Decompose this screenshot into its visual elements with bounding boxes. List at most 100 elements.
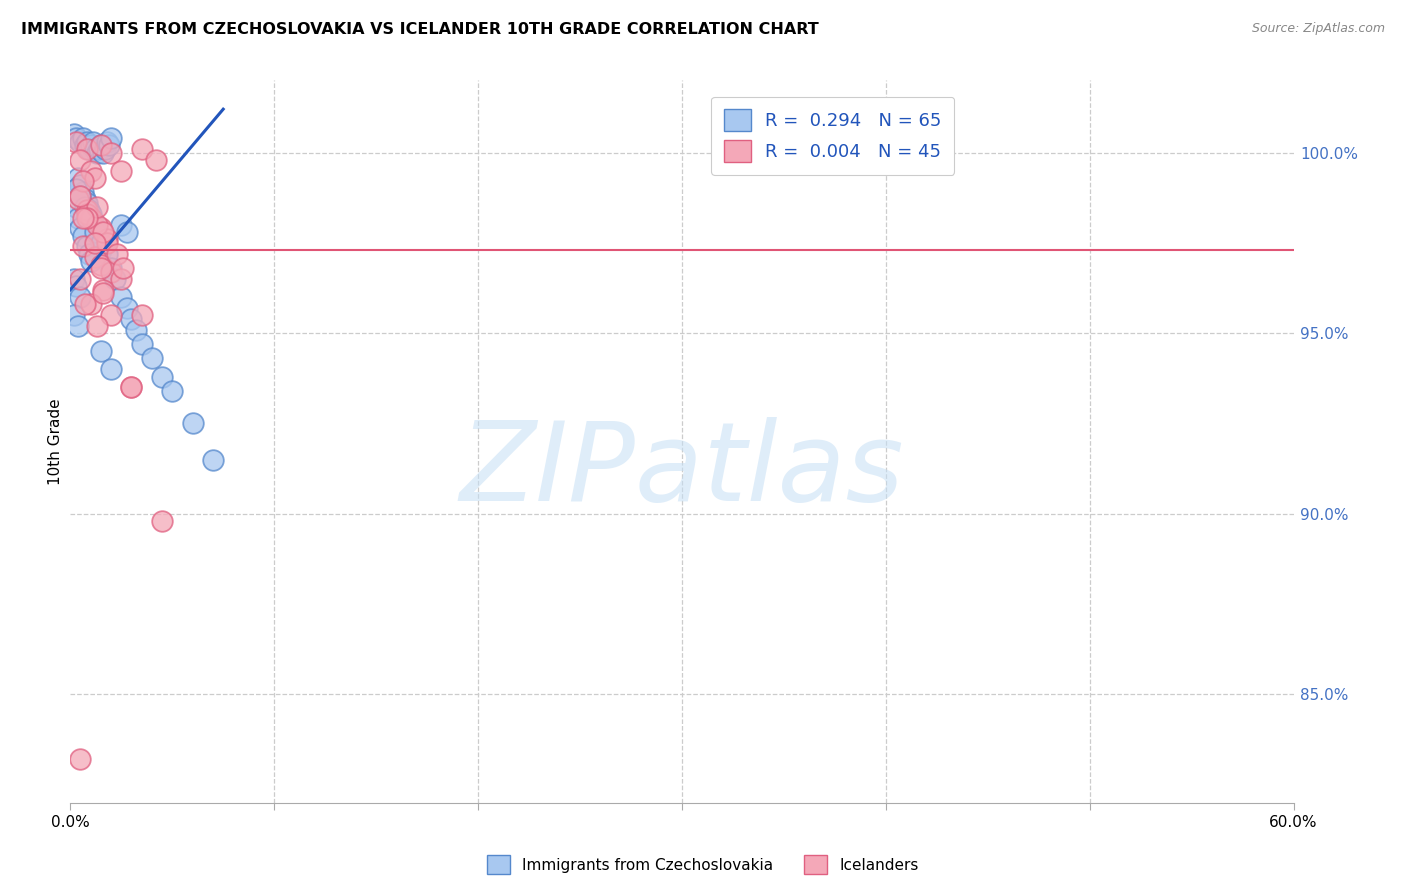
Point <box>69 290 91 304</box>
Point <box>86 318 108 333</box>
Point <box>117 301 139 315</box>
Point <box>124 322 146 336</box>
Point <box>131 142 153 156</box>
Point <box>150 514 173 528</box>
Point <box>83 225 105 239</box>
Point <box>76 203 98 218</box>
Legend: Immigrants from Czechoslovakia, Icelanders: Immigrants from Czechoslovakia, Icelande… <box>481 849 925 880</box>
Point <box>69 189 91 203</box>
Y-axis label: 10th Grade: 10th Grade <box>48 398 63 485</box>
Point <box>76 196 98 211</box>
Point <box>69 189 91 203</box>
Point <box>76 207 98 221</box>
Point <box>162 384 183 398</box>
Point <box>100 131 122 145</box>
Point <box>83 250 105 264</box>
Point <box>131 308 153 322</box>
Point <box>82 135 104 149</box>
Point <box>63 128 86 142</box>
Point <box>63 272 86 286</box>
Point <box>83 170 105 185</box>
Point <box>117 225 139 239</box>
Point <box>90 261 112 276</box>
Point <box>90 138 112 153</box>
Point <box>100 308 122 322</box>
Point <box>90 138 112 153</box>
Point <box>77 246 100 260</box>
Point <box>79 297 103 311</box>
Legend: R =  0.294   N = 65, R =  0.004   N = 45: R = 0.294 N = 65, R = 0.004 N = 45 <box>711 96 955 175</box>
Point <box>110 163 132 178</box>
Point <box>69 178 91 192</box>
Point <box>79 138 103 153</box>
Point <box>150 369 173 384</box>
Point <box>131 337 153 351</box>
Point <box>67 318 90 333</box>
Point <box>141 351 163 366</box>
Point <box>83 221 105 235</box>
Point <box>86 145 108 160</box>
Point <box>69 752 91 766</box>
Point <box>87 142 110 156</box>
Point <box>90 344 112 359</box>
Point <box>100 362 122 376</box>
Point <box>96 246 118 260</box>
Point <box>105 246 128 260</box>
Point <box>121 380 143 394</box>
Point <box>72 174 94 188</box>
Point <box>79 207 103 221</box>
Point <box>90 258 112 272</box>
Point <box>65 135 87 149</box>
Point <box>90 243 112 257</box>
Point <box>202 452 225 467</box>
Point <box>76 211 98 225</box>
Point <box>72 211 94 225</box>
Point <box>67 170 90 185</box>
Point <box>86 218 108 232</box>
Point <box>181 417 204 431</box>
Point <box>96 232 118 246</box>
Point <box>72 131 94 145</box>
Text: IMMIGRANTS FROM CZECHOSLOVAKIA VS ICELANDER 10TH GRADE CORRELATION CHART: IMMIGRANTS FROM CZECHOSLOVAKIA VS ICELAN… <box>21 22 818 37</box>
Point <box>104 272 127 286</box>
Point <box>79 163 103 178</box>
Point <box>69 135 91 149</box>
Point <box>67 193 90 207</box>
Point <box>76 135 98 149</box>
Point <box>63 308 86 322</box>
Point <box>73 297 96 311</box>
Point <box>96 135 118 149</box>
Point <box>110 290 132 304</box>
Point <box>69 221 91 235</box>
Point <box>72 228 94 243</box>
Point <box>73 138 96 153</box>
Text: Source: ZipAtlas.com: Source: ZipAtlas.com <box>1251 22 1385 36</box>
Point <box>86 228 108 243</box>
Point <box>65 279 87 293</box>
Point <box>145 153 167 167</box>
Point <box>82 214 104 228</box>
Point <box>121 311 143 326</box>
Point <box>83 142 105 156</box>
Point <box>91 145 114 160</box>
Point <box>65 200 87 214</box>
Point <box>91 225 114 239</box>
Point <box>69 153 91 167</box>
Point <box>83 235 105 250</box>
Point <box>76 239 98 253</box>
Point <box>100 261 122 276</box>
Point <box>69 272 91 286</box>
Point <box>100 145 122 160</box>
Point <box>100 265 122 279</box>
Point <box>65 131 87 145</box>
Point <box>77 203 100 218</box>
Point <box>77 142 100 156</box>
Point <box>110 272 132 286</box>
Point <box>110 218 132 232</box>
Point <box>79 211 103 225</box>
Point <box>91 283 114 297</box>
Point <box>121 380 143 394</box>
Point <box>67 211 90 225</box>
Point <box>86 200 108 214</box>
Point <box>79 254 103 268</box>
